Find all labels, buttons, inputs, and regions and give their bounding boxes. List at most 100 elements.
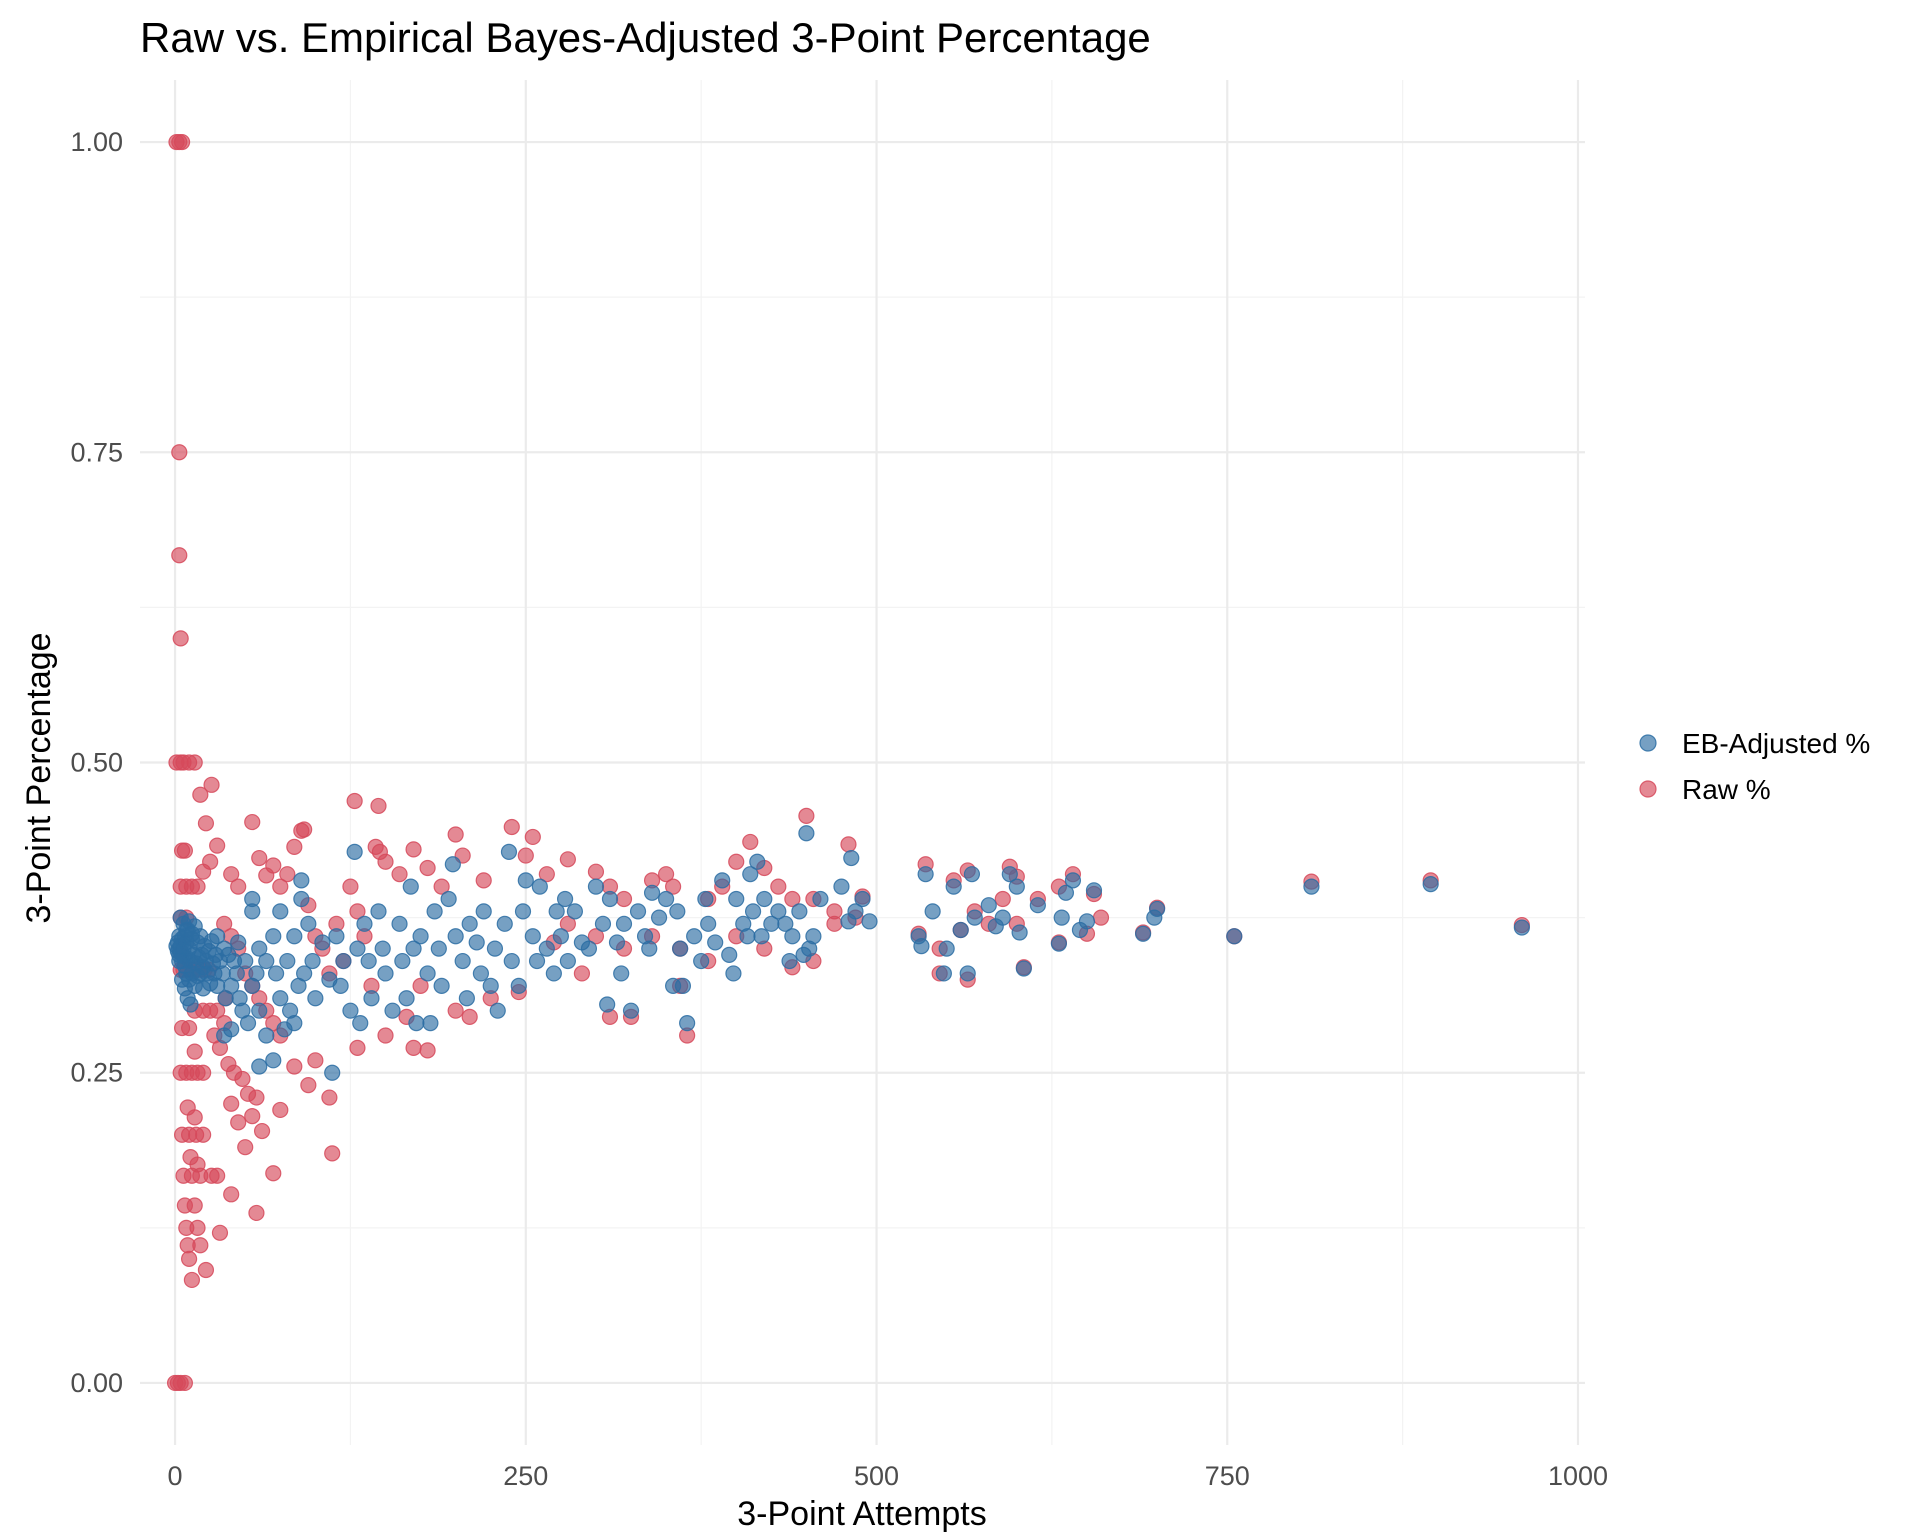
x-tick-label: 500 [854, 1461, 899, 1491]
raw-point [172, 630, 189, 647]
raw-point [615, 890, 633, 908]
raw-point [349, 1039, 366, 1057]
eb-adjusted-point [805, 928, 822, 945]
eb-adjusted-point [286, 1014, 303, 1032]
eb-adjusted-point [744, 903, 762, 920]
eb-adjusted-point [622, 1002, 640, 1019]
y-axis-label: 3-Point Percentage [20, 632, 58, 923]
eb-adjusted-point [1134, 925, 1152, 942]
eb-adjusted-point [552, 928, 569, 945]
raw-point [770, 878, 787, 895]
eb-adjusted-point [672, 940, 689, 957]
raw-point [183, 1271, 201, 1289]
eb-adjusted-point [209, 928, 226, 945]
eb-adjusted-point [994, 909, 1011, 926]
raw-point [324, 1145, 341, 1162]
eb-adjusted-point [728, 890, 745, 908]
raw-point [728, 853, 745, 870]
raw-point [251, 849, 268, 867]
raw-point [189, 1219, 206, 1236]
eb-adjusted-point [335, 952, 352, 970]
eb-adjusted-point [812, 890, 829, 908]
raw-point [346, 792, 363, 810]
eb-adjusted-point [587, 878, 605, 895]
eb-adjusted-point [517, 872, 534, 889]
chart-title: Raw vs. Empirical Bayes-Adjusted 3-Point… [140, 14, 1151, 61]
eb-adjusted-point [394, 952, 411, 970]
eb-adjusted-point [307, 990, 324, 1007]
raw-point [342, 878, 359, 895]
eb-adjusted-point [296, 965, 313, 982]
raw-point [244, 813, 261, 831]
raw-point [189, 1156, 206, 1173]
eb-adjusted-point [349, 940, 366, 957]
raw-point [195, 1126, 212, 1143]
eb-adjusted-point [251, 1058, 268, 1075]
eb-adjusted-point [742, 866, 759, 883]
eb-adjusted-point [183, 925, 201, 942]
eb-adjusted-point [669, 903, 686, 920]
raw-point [559, 915, 576, 932]
eb-adjusted-point [360, 952, 377, 970]
raw-point [223, 1186, 240, 1203]
eb-adjusted-point [377, 965, 394, 982]
raw-point [657, 866, 675, 883]
raw-point [181, 1019, 198, 1037]
raw-point [248, 1204, 265, 1222]
raw-point [665, 878, 682, 895]
raw-point [784, 890, 801, 908]
eb-adjusted-point [1085, 882, 1103, 899]
legend-key [1639, 780, 1657, 798]
eb-adjusted-point [422, 1014, 439, 1032]
data-points [166, 133, 1530, 1392]
raw-point [237, 1139, 254, 1156]
eb-adjusted-point [545, 965, 562, 982]
eb-adjusted-point [514, 903, 532, 920]
eb-adjusted-point [328, 928, 345, 945]
eb-adjusted-point [1029, 897, 1046, 914]
eb-adjusted-point [641, 940, 658, 957]
raw-point [461, 1008, 478, 1025]
eb-adjusted-point [223, 1021, 240, 1038]
raw-point [248, 1089, 265, 1106]
eb-adjusted-point [267, 965, 285, 982]
eb-adjusted-point [524, 928, 541, 945]
raw-point [253, 1122, 271, 1140]
eb-adjusted-point [500, 843, 518, 860]
raw-point [192, 786, 209, 803]
eb-adjusted-point [833, 878, 850, 895]
eb-adjusted-point [913, 938, 930, 955]
eb-adjusted-point [251, 1002, 268, 1019]
raw-point [176, 842, 193, 859]
x-axis-label: 3-Point Attempts [737, 1495, 986, 1533]
eb-adjusted-point [265, 1052, 282, 1069]
eb-adjusted-point [566, 903, 584, 920]
x-tick-label: 250 [503, 1461, 548, 1491]
eb-adjusted-point [1303, 878, 1320, 895]
eb-adjusted-point [847, 903, 864, 920]
eb-adjusted-point [594, 915, 612, 932]
eb-adjusted-point [1008, 878, 1025, 895]
eb-adjusted-point [917, 866, 934, 883]
eb-adjusted-point [531, 878, 548, 895]
raw-point [405, 1039, 422, 1057]
eb-adjusted-point [1050, 935, 1068, 952]
eb-adjusted-point [679, 1014, 696, 1032]
eb-adjusted-point [370, 903, 387, 920]
eb-adjusted-point [1015, 960, 1032, 977]
eb-adjusted-point [599, 996, 616, 1013]
eb-adjusted-point [486, 940, 504, 957]
raw-point [223, 866, 240, 883]
eb-adjusted-point [959, 965, 976, 982]
eb-adjusted-point [753, 928, 770, 945]
eb-adjusted-point [228, 965, 245, 982]
eb-adjusted-point [171, 952, 188, 970]
eb-adjusted-point [784, 928, 801, 945]
eb-adjusted-point [1057, 884, 1075, 901]
eb-adjusted-point [363, 990, 380, 1007]
eb-adjusted-point [346, 843, 363, 860]
raw-point [197, 815, 215, 832]
eb-adjusted-point [548, 903, 565, 920]
raw-point [209, 1167, 226, 1184]
eb-adjusted-point [304, 952, 321, 970]
